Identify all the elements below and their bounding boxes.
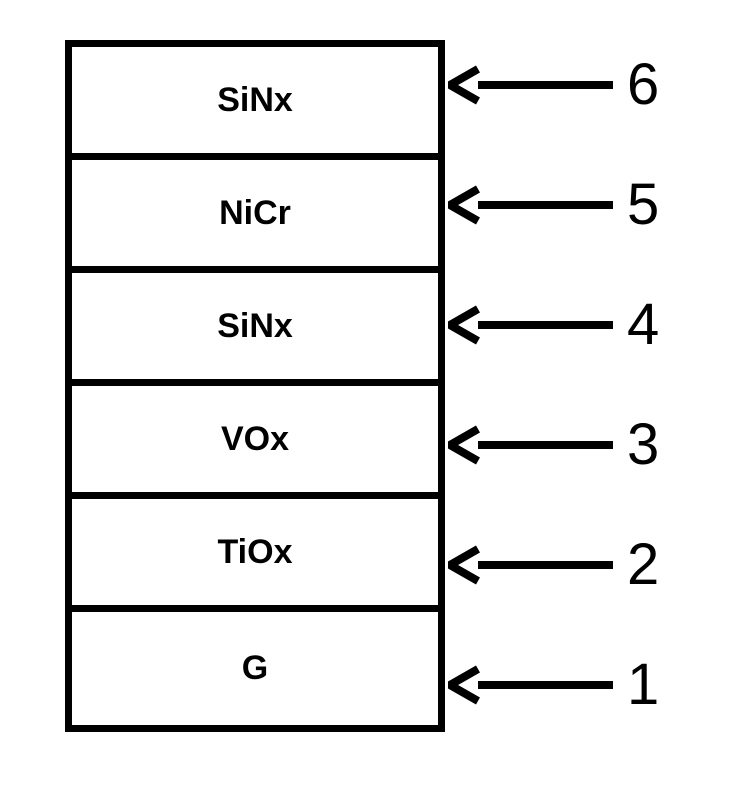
arrow-left-icon xyxy=(448,665,613,705)
arrow-left-icon xyxy=(448,545,613,585)
arrow-row-6: 6 xyxy=(448,25,659,145)
layer-label: SiNx xyxy=(217,307,293,346)
arrow-row-3: 3 xyxy=(448,385,659,505)
arrow-row-1: 1 xyxy=(448,625,659,745)
layer-3: VOx xyxy=(72,386,438,499)
layer-number: 5 xyxy=(627,176,659,234)
diagram-container: SiNx NiCr SiNx VOx TiOx G xyxy=(65,40,445,732)
layer-4: SiNx xyxy=(72,273,438,386)
layer-number: 4 xyxy=(627,296,659,354)
arrow-left-icon xyxy=(448,305,613,345)
arrow-left-icon xyxy=(448,425,613,465)
arrow-left-icon xyxy=(448,65,613,105)
layer-2: TiOx xyxy=(72,499,438,612)
layer-label: NiCr xyxy=(219,194,291,233)
arrow-left-icon xyxy=(448,185,613,225)
layer-6: SiNx xyxy=(72,47,438,160)
arrow-annotations: 6 5 4 3 2 1 xyxy=(448,40,659,745)
layer-number: 2 xyxy=(627,536,659,594)
layer-stack: SiNx NiCr SiNx VOx TiOx G xyxy=(65,40,445,732)
layer-5: NiCr xyxy=(72,160,438,273)
layer-number: 1 xyxy=(627,656,659,714)
arrow-row-4: 4 xyxy=(448,265,659,385)
layer-label: SiNx xyxy=(217,81,293,120)
layer-label: VOx xyxy=(221,420,289,459)
layer-number: 6 xyxy=(627,56,659,114)
arrow-row-5: 5 xyxy=(448,145,659,265)
layer-label: G xyxy=(242,649,268,688)
arrow-row-2: 2 xyxy=(448,505,659,625)
layer-number: 3 xyxy=(627,416,659,474)
layer-1: G xyxy=(72,612,438,725)
layer-label: TiOx xyxy=(218,533,293,572)
